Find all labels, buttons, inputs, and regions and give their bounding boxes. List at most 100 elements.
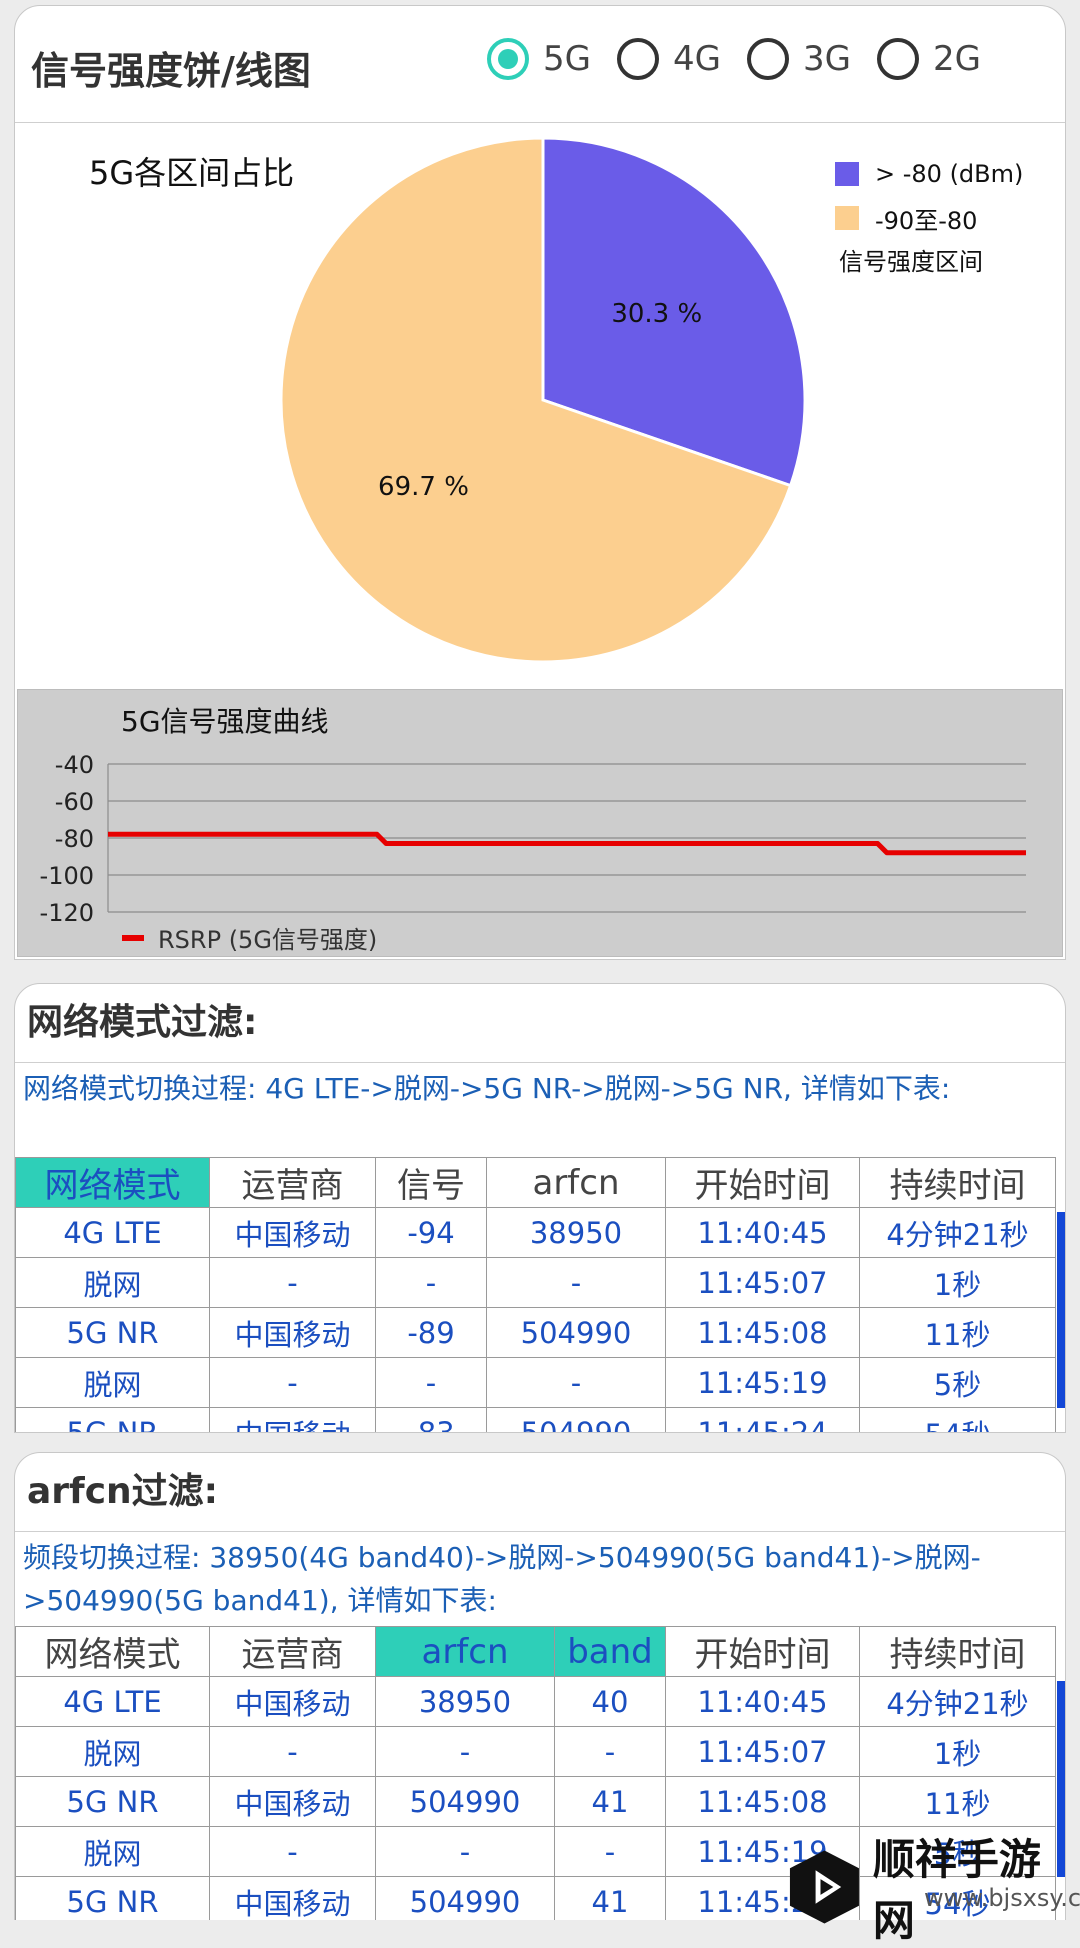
table-cell: - [375,1826,555,1877]
legend-item: -90至-80 [835,196,1023,240]
legend-swatch [122,934,144,941]
table-cell: 中国移动 [209,1407,376,1432]
radio-label: 5G [543,39,591,79]
table-cell: - [375,1257,487,1308]
table-cell: 5G NR [15,1776,210,1827]
scrollbar[interactable] [1057,1681,1065,1877]
table-cell: -89 [375,1307,487,1358]
table-cell: 脱网 [15,1357,210,1408]
pie-slice [279,136,793,664]
network-table-wrap[interactable]: 网络模式 运营商 信号 arfcn 开始时间 持续时间 4G LTE 中国移动 -94 3895… [15,1157,1065,1432]
table-row: 5G NR 中国移动 -89 504990 11:45:08 11秒 [15,1307,1056,1358]
table-cell: 4G LTE [15,1207,210,1258]
column-header[interactable]: arfcn [486,1157,666,1208]
pie-slice [541,136,807,488]
table-cell: 中国移动 [209,1776,376,1827]
table-cell: - [375,1726,555,1777]
pie-chart: 30.3 % 69.7 % [279,136,807,664]
radio-4g[interactable]: 4G [616,38,721,80]
switch-description: 网络模式切换过程: 4G LTE->脱网->5G NR->脱网->5G NR, … [23,1072,951,1105]
network-mode-table: 网络模式 运营商 信号 arfcn 开始时间 持续时间 4G LTE 中国移动 -94 3895… [15,1157,1056,1432]
arfcn-table-wrap[interactable]: 网络模式 运营商 arfcn band 开始时间 持续时间 4G LTE 中国移动 38950… [15,1626,1065,1920]
radio-unselected-icon[interactable] [876,38,919,80]
column-header[interactable]: band [554,1626,666,1677]
table-cell: 11:45:07 [665,1726,860,1777]
table-cell: - [486,1357,666,1408]
radio-5g[interactable]: 5G [487,38,591,80]
column-header[interactable]: 运营商 [209,1626,376,1677]
table-cell: 38950 [375,1676,555,1727]
radio-unselected-icon[interactable] [616,38,659,80]
table-cell: - [554,1826,666,1877]
table-cell: - [375,1357,487,1408]
line-legend: RSRP (5G信号强度) [122,920,377,955]
legend-swatch [835,206,859,230]
table-row: 脱网 - - -11:45:19 5秒 [15,1357,1056,1408]
radio-unselected-icon[interactable] [746,38,789,80]
table-cell: 41 [554,1776,666,1827]
table-cell: 脱网 [15,1257,210,1308]
table-cell: 40 [554,1676,666,1727]
network-mode-filter-card: 网络模式过滤: 网络模式切换过程: 4G LTE->脱网->5G NR->脱网-… [14,983,1066,1433]
arfcn-filter-card: arfcn过滤: 频段切换过程: 38950(4G band40)->脱网->5… [14,1452,1066,1920]
table-row: 4G LTE 中国移动 38950 40 11:40:45 4分钟21秒 [15,1676,1056,1727]
table-cell: 504990 [486,1307,666,1358]
table-cell: 4分钟21秒 [859,1676,1056,1727]
table-row: 脱网 - - -11:45:19 5秒 [15,1826,1056,1877]
legend-swatch [835,162,859,186]
table-cell: 504990 [375,1876,555,1920]
table-cell: -83 [375,1407,487,1432]
pie-legend: > -80 (dBm) -90至-80 信号强度区间 [835,152,1023,284]
table-cell: 41 [554,1876,666,1920]
table-cell: 54秒 [859,1876,1056,1920]
table-cell: 11秒 [859,1776,1056,1827]
table-cell: 504990 [375,1776,555,1827]
pie-slice-label: 30.3 % [611,299,702,329]
radio-label: 4G [672,39,721,79]
column-header[interactable]: 持续时间 [859,1157,1056,1208]
legend-label: > -80 (dBm) [875,160,1024,188]
legend-label: RSRP (5G信号强度) [158,926,378,954]
radio-selected-icon[interactable] [487,38,529,80]
radio-label: 2G [932,39,981,79]
column-header[interactable]: 信号 [375,1157,487,1208]
table-cell: 11:40:45 [665,1207,860,1258]
y-tick-label: -60 [55,788,94,816]
scrollbar[interactable] [1057,1212,1065,1408]
column-header[interactable]: arfcn [375,1626,555,1677]
column-header[interactable]: 持续时间 [859,1626,1056,1677]
table-cell: 5G NR [15,1876,210,1920]
table-cell: 脱网 [15,1826,210,1877]
table-cell: 11:45:24 [665,1407,860,1432]
watermark-url: www.bjsxsy.com [924,1884,1080,1912]
table-cell: 5秒 [859,1357,1056,1408]
column-header[interactable]: 网络模式 [15,1157,210,1208]
column-header[interactable]: 网络模式 [15,1626,210,1677]
pie-slice-label: 69.7 % [378,472,469,502]
line-chart-panel: -40 -60 -80 -100 -120 5G信号强度曲线 RSRP (5G信号强度) [17,689,1063,957]
table-cell: 5G NR [15,1407,210,1432]
chart-header: 信号强度饼/线图 5G 4G 3G 2G [15,6,1065,123]
page-title: 信号强度饼/线图 [31,49,311,93]
table-cell: 4分钟21秒 [859,1207,1056,1258]
table-cell: 11:45:08 [665,1307,860,1358]
radio-2g[interactable]: 2G [876,38,981,80]
table-cell: - [209,1357,376,1408]
radio-3g[interactable]: 3G [746,38,851,80]
column-header[interactable]: 开始时间 [665,1626,860,1677]
rsrp-series-line [108,831,1026,856]
table-row: 5G NR 中国移动 504990 41 11:45:08 11秒 [15,1776,1056,1827]
y-tick-label: -120 [40,899,94,927]
y-tick-label: -40 [55,751,94,779]
table-cell: 11:40:45 [665,1676,860,1727]
column-header[interactable]: 开始时间 [665,1157,860,1208]
table-cell: 5秒 [859,1826,1056,1877]
table-cell: 中国移动 [209,1876,376,1920]
table-cell: 54秒 [859,1407,1056,1432]
table-cell: 504990 [486,1407,666,1432]
table-cell: - [209,1257,376,1308]
column-header[interactable]: 运营商 [209,1157,376,1208]
table-cell: 中国移动 [209,1207,376,1258]
line-chart-title: 5G信号强度曲线 [121,705,329,738]
legend-item: > -80 (dBm) [835,152,1023,196]
